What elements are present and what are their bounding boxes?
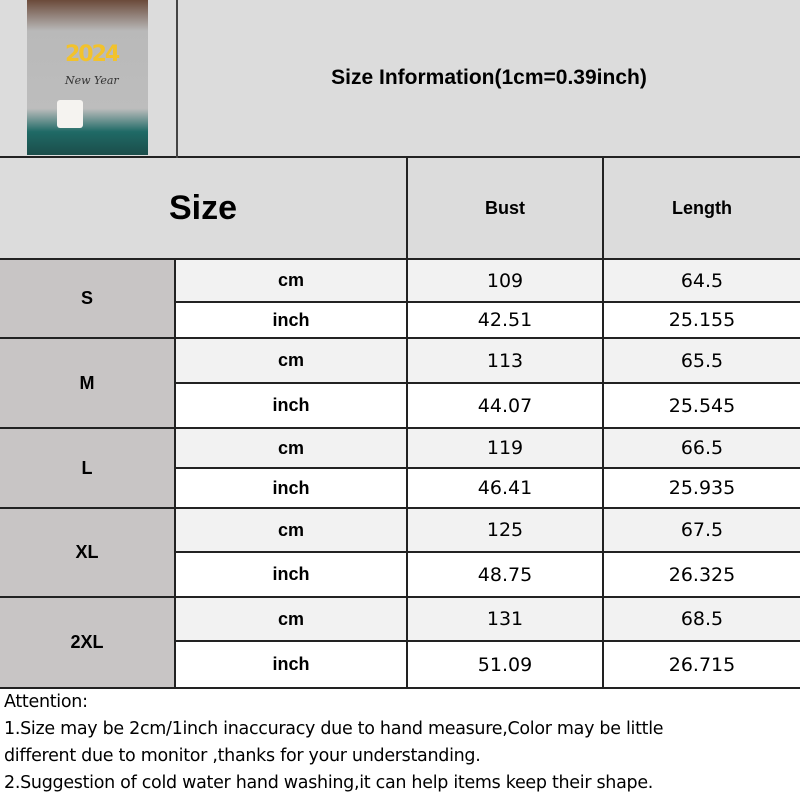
size-label: L	[0, 429, 176, 509]
length-cell: 26.715	[604, 642, 800, 689]
note-line: 1.Size may be 2cm/1inch inaccuracy due t…	[4, 719, 664, 739]
length-cell: 25.935	[604, 469, 800, 509]
bust-cell: 109	[408, 260, 604, 303]
bust-cell: 46.41	[408, 469, 604, 509]
note-line: 2.Suggestion of cold water hand washing,…	[4, 773, 654, 793]
attention-notes: Attention: 1.Size may be 2cm/1inch inacc…	[4, 689, 800, 797]
unit-cell: cm	[176, 339, 408, 384]
unit-cell: inch	[176, 303, 408, 339]
length-cell: 25.545	[604, 384, 800, 429]
size-label: S	[0, 260, 176, 339]
bust-cell: 131	[408, 598, 604, 642]
bust-cell: 125	[408, 509, 604, 553]
bust-cell: 48.75	[408, 553, 604, 598]
bust-cell: 42.51	[408, 303, 604, 339]
unit-cell: cm	[176, 598, 408, 642]
size-label: M	[0, 339, 176, 429]
length-cell: 66.5	[604, 429, 800, 469]
size-label: XL	[0, 509, 176, 598]
length-cell: 25.155	[604, 303, 800, 339]
length-cell: 26.325	[604, 553, 800, 598]
page-title: Size Information(1cm=0.39inch)	[331, 66, 647, 89]
length-cell: 68.5	[604, 598, 800, 642]
unit-cell: cm	[176, 260, 408, 303]
length-header: Length	[604, 158, 800, 260]
length-cell: 64.5	[604, 260, 800, 303]
bust-cell: 113	[408, 339, 604, 384]
bust-cell: 119	[408, 429, 604, 469]
product-photo: 2024 New Year	[27, 0, 148, 155]
bust-header: Bust	[408, 158, 604, 260]
size-header: Size	[0, 158, 408, 260]
unit-cell: cm	[176, 429, 408, 469]
unit-cell: inch	[176, 553, 408, 598]
unit-cell: inch	[176, 384, 408, 429]
bust-cell: 44.07	[408, 384, 604, 429]
unit-cell: inch	[176, 469, 408, 509]
unit-cell: cm	[176, 509, 408, 553]
length-cell: 67.5	[604, 509, 800, 553]
size-label: 2XL	[0, 598, 176, 689]
length-cell: 65.5	[604, 339, 800, 384]
divider	[176, 0, 178, 158]
unit-cell: inch	[176, 642, 408, 689]
note-line: different due to monitor ,thanks for you…	[4, 746, 481, 766]
bust-cell: 51.09	[408, 642, 604, 689]
note-line: Attention:	[4, 692, 88, 712]
